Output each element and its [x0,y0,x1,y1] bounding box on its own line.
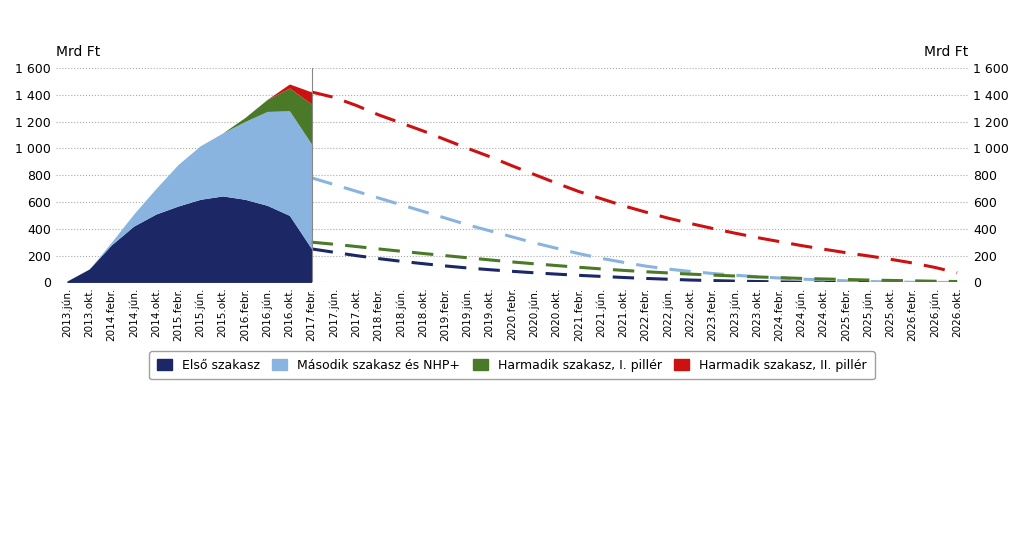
Legend: Első szakasz, Második szakasz és NHP+, Harmadik szakasz, I. pillér, Harmadik sza: Első szakasz, Második szakasz és NHP+, H… [150,351,874,379]
Text: Mrd Ft: Mrd Ft [924,45,969,59]
Text: Mrd Ft: Mrd Ft [55,45,100,59]
